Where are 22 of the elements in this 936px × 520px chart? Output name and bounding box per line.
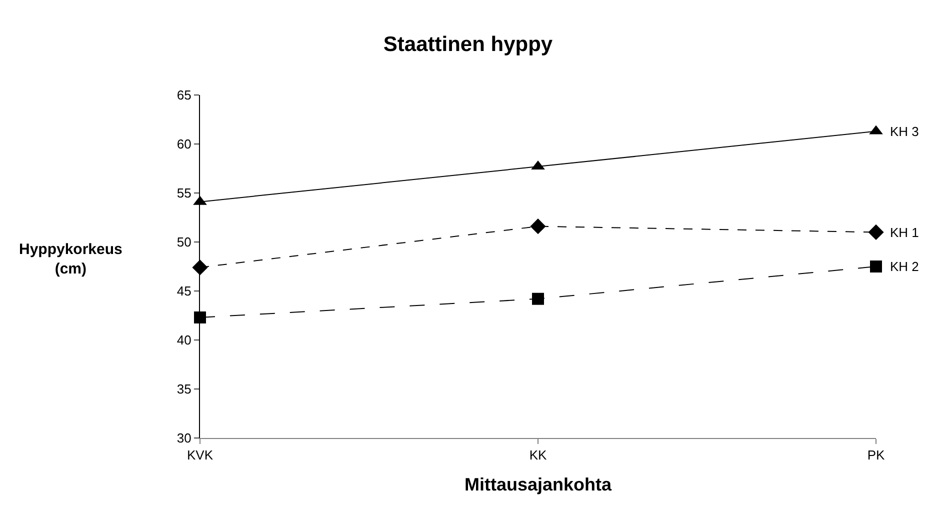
x-tick-label: PK [867,448,885,463]
x-axis-title: Mittausajankohta [464,474,612,495]
y-tick-label: 45 [176,284,192,299]
x-tick-label: KK [529,448,547,463]
series-label: KH 3 [890,124,919,139]
y-tick-label: 55 [176,186,192,201]
chart-title: Staattinen hyppy [383,33,553,56]
y-tick-label: 40 [176,332,192,348]
y-tick-label: 60 [176,136,192,152]
y-tick-label: 30 [176,430,192,446]
point [530,218,546,234]
series-label: KH 2 [890,259,919,274]
point [194,311,206,324]
series-label: KH 1 [890,225,919,240]
y-tick-label: 35 [176,382,192,397]
point [870,260,882,272]
point [868,224,884,240]
y-tick-label: 65 [176,88,192,103]
y-axis-title: Hyppykorkeus (cm) [19,241,122,278]
y-tick-label: 50 [176,234,192,250]
x-tick-label: KVK [186,448,214,463]
point [532,292,544,305]
